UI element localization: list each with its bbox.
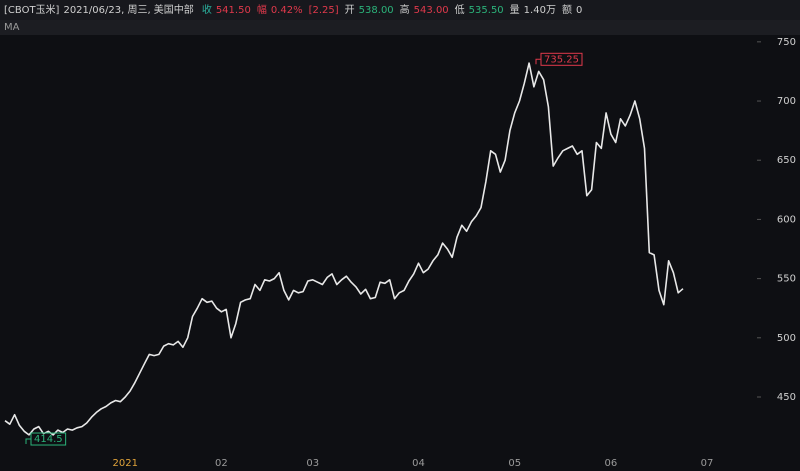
x-tick-label: 03 xyxy=(306,458,319,469)
y-tick-label: 550 xyxy=(777,274,796,285)
indicator-label: MA xyxy=(4,22,20,33)
price-line xyxy=(4,62,684,436)
stat-value: 0 xyxy=(576,5,582,16)
stat-value: 541.50 xyxy=(216,5,251,16)
y-tick-label: 700 xyxy=(777,96,796,107)
y-tick-label: 500 xyxy=(777,333,796,344)
annotation-leader xyxy=(25,438,31,445)
annotation-box xyxy=(540,52,583,66)
x-tick-label: 06 xyxy=(605,458,618,469)
stat-label: 额 xyxy=(562,3,572,16)
annotation-label: 735.25 xyxy=(544,54,579,65)
x-tick-label: 02 xyxy=(215,458,228,469)
annotation-leader xyxy=(535,58,541,65)
annotation-label: 414.5 xyxy=(34,434,63,445)
chart-title: [CBOT玉米] xyxy=(4,3,60,16)
stat-label: 量 xyxy=(510,4,520,16)
y-tick-label: 650 xyxy=(777,155,796,166)
stat-value: 535.50 xyxy=(469,5,504,16)
x-tick-label: 07 xyxy=(701,458,714,469)
stat-value: 1.40万 xyxy=(524,5,556,16)
stat-value: 543.00 xyxy=(414,5,449,16)
indicator-bar xyxy=(0,20,800,35)
stat-value: [2.25] xyxy=(309,5,339,16)
annotation-box xyxy=(30,432,67,446)
x-tick-label: 05 xyxy=(508,458,521,469)
stat-label: 开 xyxy=(345,5,355,16)
x-tick-label: 2021 xyxy=(112,458,137,469)
y-tick-label: 750 xyxy=(777,37,796,48)
stat-label: 收 xyxy=(202,3,212,16)
y-tick-label: 600 xyxy=(777,214,796,225)
stat-label: 幅 xyxy=(257,3,267,16)
stat-value: 538.00 xyxy=(359,5,394,16)
header-bar xyxy=(0,0,800,20)
stat-label: 低 xyxy=(455,3,465,16)
subtitle: 2021/06/23, 周三, 美国中部 xyxy=(63,3,193,16)
stat-label: 高 xyxy=(400,3,410,16)
stat-value: 0.42% xyxy=(271,5,303,16)
y-tick-label: 450 xyxy=(777,392,796,403)
x-tick-label: 04 xyxy=(412,458,425,469)
